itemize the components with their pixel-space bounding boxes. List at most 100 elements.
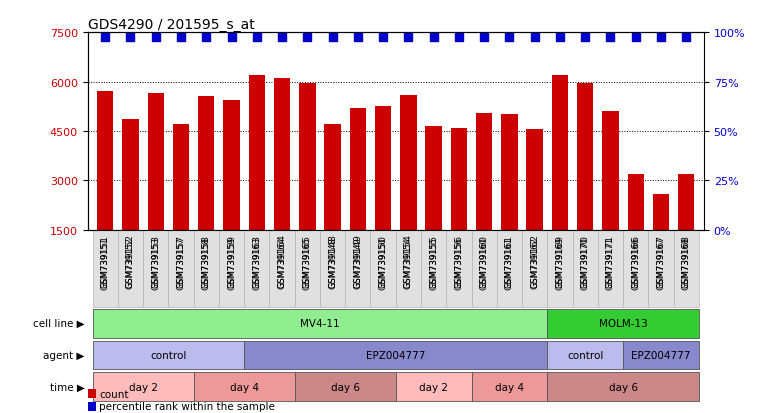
Bar — [501, 115, 517, 230]
Bar — [623, 230, 648, 308]
Bar — [547, 341, 623, 369]
Bar — [375, 107, 391, 230]
Point — [276, 35, 288, 41]
Text: GSM739158: GSM739158 — [202, 234, 211, 289]
Text: GSM739156: GSM739156 — [454, 234, 463, 289]
Text: GSM739170: GSM739170 — [581, 236, 590, 287]
Text: GSM739164: GSM739164 — [278, 234, 287, 289]
Text: GSM739166: GSM739166 — [631, 234, 640, 289]
Bar — [88, 402, 96, 411]
Point — [629, 35, 642, 41]
Point — [604, 35, 616, 41]
Point — [99, 35, 111, 41]
Bar — [118, 230, 143, 308]
Text: GSM739157: GSM739157 — [177, 236, 186, 287]
Text: GSM739158: GSM739158 — [202, 236, 211, 287]
Point — [377, 35, 389, 41]
Text: MOLM-13: MOLM-13 — [599, 318, 648, 328]
Text: EPZ004777: EPZ004777 — [366, 350, 425, 360]
Bar — [299, 84, 316, 230]
Bar — [623, 341, 699, 369]
Text: GSM739152: GSM739152 — [126, 236, 135, 287]
Point — [680, 35, 693, 41]
Point — [655, 35, 667, 41]
Text: GSM739167: GSM739167 — [657, 234, 665, 289]
Bar — [577, 84, 594, 230]
Text: time ▶: time ▶ — [49, 382, 84, 392]
Bar — [173, 125, 189, 230]
Bar — [472, 230, 497, 308]
Bar — [522, 230, 547, 308]
Point — [124, 35, 136, 41]
Bar — [223, 100, 240, 230]
Bar — [93, 309, 547, 338]
Bar — [400, 95, 416, 230]
Text: GSM739171: GSM739171 — [606, 234, 615, 289]
Text: GSM739150: GSM739150 — [378, 236, 387, 287]
Bar — [396, 373, 472, 401]
Bar — [371, 230, 396, 308]
Bar — [673, 230, 699, 308]
Text: GSM739149: GSM739149 — [353, 234, 362, 289]
Bar — [295, 373, 396, 401]
Point — [175, 35, 187, 41]
Text: GSM739159: GSM739159 — [227, 234, 236, 289]
Bar — [547, 309, 699, 338]
Text: GSM739163: GSM739163 — [253, 234, 261, 289]
Bar — [88, 389, 96, 398]
Text: EPZ004777: EPZ004777 — [632, 350, 691, 360]
Text: control: control — [150, 350, 186, 360]
Text: MV4-11: MV4-11 — [300, 318, 339, 328]
Point — [529, 35, 541, 41]
Text: GSM739166: GSM739166 — [631, 236, 640, 287]
Point — [428, 35, 440, 41]
Point — [503, 35, 515, 41]
Text: GSM739168: GSM739168 — [682, 236, 691, 287]
Bar — [598, 230, 623, 308]
Bar — [552, 76, 568, 230]
Text: GSM739167: GSM739167 — [657, 236, 665, 287]
Point — [225, 35, 237, 41]
Text: GSM739159: GSM739159 — [227, 236, 236, 287]
Text: GSM739161: GSM739161 — [505, 236, 514, 287]
Text: day 4: day 4 — [495, 382, 524, 392]
Bar — [193, 373, 295, 401]
Text: GSM739153: GSM739153 — [151, 234, 161, 289]
Bar — [143, 230, 168, 308]
Text: GSM739161: GSM739161 — [505, 234, 514, 289]
Point — [150, 35, 162, 41]
Bar — [193, 230, 219, 308]
Text: GSM739168: GSM739168 — [682, 234, 691, 289]
Text: day 2: day 2 — [129, 382, 158, 392]
Text: GSM739156: GSM739156 — [454, 236, 463, 287]
Bar — [547, 373, 699, 401]
Bar — [472, 373, 547, 401]
Text: GSM739155: GSM739155 — [429, 234, 438, 289]
Bar — [396, 230, 421, 308]
Text: GSM739171: GSM739171 — [606, 236, 615, 287]
Bar — [345, 230, 371, 308]
Text: GSM739164: GSM739164 — [278, 236, 287, 287]
Bar — [249, 76, 265, 230]
Text: GSM739165: GSM739165 — [303, 236, 312, 287]
Bar — [295, 230, 320, 308]
Bar — [527, 130, 543, 230]
Text: GSM739155: GSM739155 — [429, 236, 438, 287]
Bar — [678, 174, 695, 230]
Point — [453, 35, 465, 41]
Text: GSM739149: GSM739149 — [353, 236, 362, 287]
Text: GSM739148: GSM739148 — [328, 234, 337, 289]
Point — [352, 35, 364, 41]
Point — [326, 35, 339, 41]
Text: GSM739151: GSM739151 — [100, 236, 110, 287]
Bar — [324, 125, 341, 230]
Text: agent ▶: agent ▶ — [43, 350, 84, 360]
Bar — [123, 120, 139, 230]
Bar — [244, 341, 547, 369]
Bar — [93, 341, 244, 369]
Bar — [269, 230, 295, 308]
Bar — [198, 97, 215, 230]
Bar — [628, 174, 644, 230]
Bar — [244, 230, 269, 308]
Bar — [425, 127, 442, 230]
